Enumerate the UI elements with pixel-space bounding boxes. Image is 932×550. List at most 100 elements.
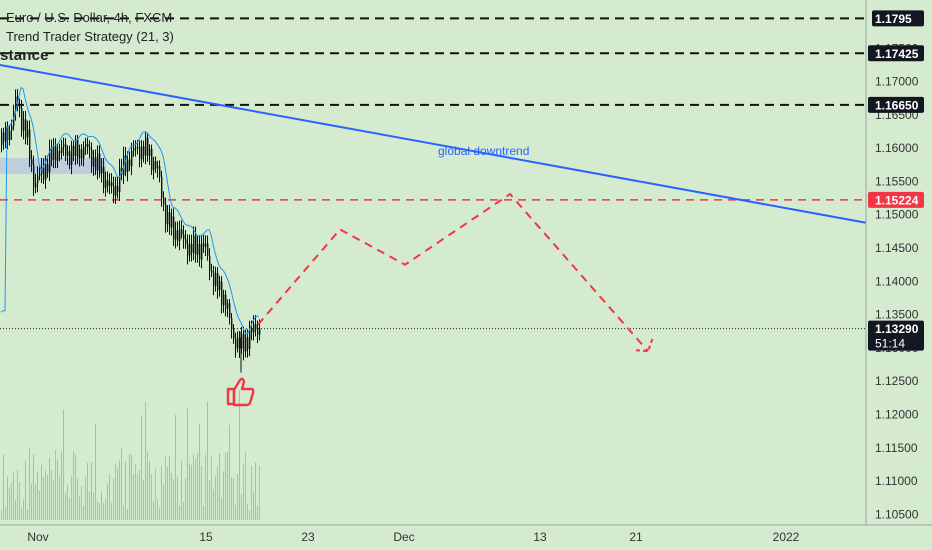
candle-body <box>219 281 221 290</box>
candle-body <box>145 137 147 156</box>
resistance-label: stance <box>0 47 49 64</box>
volume-bar <box>245 451 246 520</box>
volume-bar <box>193 454 194 520</box>
candle-body <box>59 150 61 153</box>
price-tag-3 <box>868 320 924 351</box>
candle-body <box>163 197 165 205</box>
price-tag-0 <box>868 45 924 62</box>
volume-bar <box>61 450 62 520</box>
price-tag-1 <box>868 96 924 113</box>
candle-body <box>201 243 203 260</box>
volume-bar <box>197 453 198 520</box>
volume-bar <box>123 505 124 520</box>
candle-body <box>9 130 11 141</box>
candle-body <box>223 294 225 306</box>
x-axis-area <box>0 525 932 550</box>
volume-bar <box>163 484 164 520</box>
volume-bar <box>169 455 170 520</box>
volume-bar <box>105 498 106 520</box>
volume-bar <box>257 506 258 520</box>
volume-bar <box>255 462 256 520</box>
volume-bar <box>7 476 8 520</box>
candle-body <box>19 106 21 109</box>
price-tag-label-0: 1.17425 <box>875 47 919 61</box>
volume-bar <box>115 463 116 520</box>
candle-body <box>47 164 49 173</box>
candle-body <box>169 212 171 228</box>
volume-bar <box>77 478 78 520</box>
price-tag-top-label: 1.1795 <box>875 12 912 26</box>
candle-body <box>209 255 211 271</box>
y-tick-label: 1.12000 <box>875 407 919 421</box>
candle-body <box>141 146 143 160</box>
candle-body <box>249 328 251 350</box>
candle-body <box>149 148 151 156</box>
candle-body <box>213 272 215 286</box>
volume-bar <box>195 458 196 520</box>
volume-bar <box>201 465 202 520</box>
volume-bar <box>83 506 84 520</box>
x-tick-label: 2022 <box>773 530 800 544</box>
candle-body <box>63 144 65 147</box>
candle-body <box>125 155 127 173</box>
volume-bar <box>141 415 142 520</box>
candle-body <box>97 153 99 171</box>
volume-bar <box>137 473 138 520</box>
volume-bar <box>75 454 76 520</box>
volume-bar <box>117 468 118 520</box>
indicator-name[interactable]: Trend Trader Strategy (21, 3) <box>6 29 174 44</box>
candle-body <box>75 139 77 157</box>
volume-bar <box>21 508 22 520</box>
candle-body <box>105 180 107 188</box>
volume-bar <box>1 510 2 520</box>
candle-body <box>65 144 67 156</box>
candle-body <box>191 243 193 253</box>
volume-bar <box>125 461 126 520</box>
price-tag-label-3: 1.13290 <box>875 322 919 336</box>
candle-body <box>199 244 201 260</box>
candle-body <box>127 159 129 173</box>
x-tick-label: Dec <box>393 530 414 544</box>
candle-body <box>195 235 197 255</box>
candle-body <box>93 157 95 167</box>
y-axis-area <box>866 0 932 525</box>
volume-bar <box>39 490 40 520</box>
candle-body <box>41 167 43 174</box>
candle-body <box>21 108 23 131</box>
volume-bar <box>97 501 98 520</box>
volume-bar <box>177 476 178 520</box>
volume-bar <box>121 448 122 520</box>
candle-body <box>227 303 229 309</box>
candle-body <box>25 119 27 138</box>
candle-body <box>49 148 51 173</box>
candle-body <box>3 132 5 142</box>
volume-bar <box>157 498 158 520</box>
thumbs-up-hand <box>232 377 255 407</box>
volume-bar <box>241 493 242 520</box>
candle-body <box>87 143 89 148</box>
volume-bar <box>211 456 212 520</box>
candle-body <box>173 216 175 240</box>
volume-bar <box>95 424 96 520</box>
symbol-title[interactable]: Euro / U.S. Dollar, 4h, FXCM <box>6 10 173 25</box>
volume-bar <box>147 451 148 520</box>
volume-bar <box>235 504 236 520</box>
candle-body <box>109 182 111 186</box>
candle-body <box>251 328 253 333</box>
global-downtrend-label: global downtrend <box>438 144 529 158</box>
candle-body <box>31 159 33 165</box>
candle-body <box>189 243 191 256</box>
candle-body <box>35 183 37 188</box>
price-tag-countdown: 51:14 <box>875 337 905 351</box>
candle-body <box>91 149 93 167</box>
volume-bar <box>205 454 206 520</box>
volume-bar <box>5 506 6 520</box>
y-tick-label: 1.11500 <box>875 441 918 455</box>
volume-bar <box>161 465 162 520</box>
candle-body <box>99 153 101 174</box>
candle-body <box>229 303 231 319</box>
candle-body <box>7 126 9 141</box>
volume-bar <box>11 482 12 520</box>
